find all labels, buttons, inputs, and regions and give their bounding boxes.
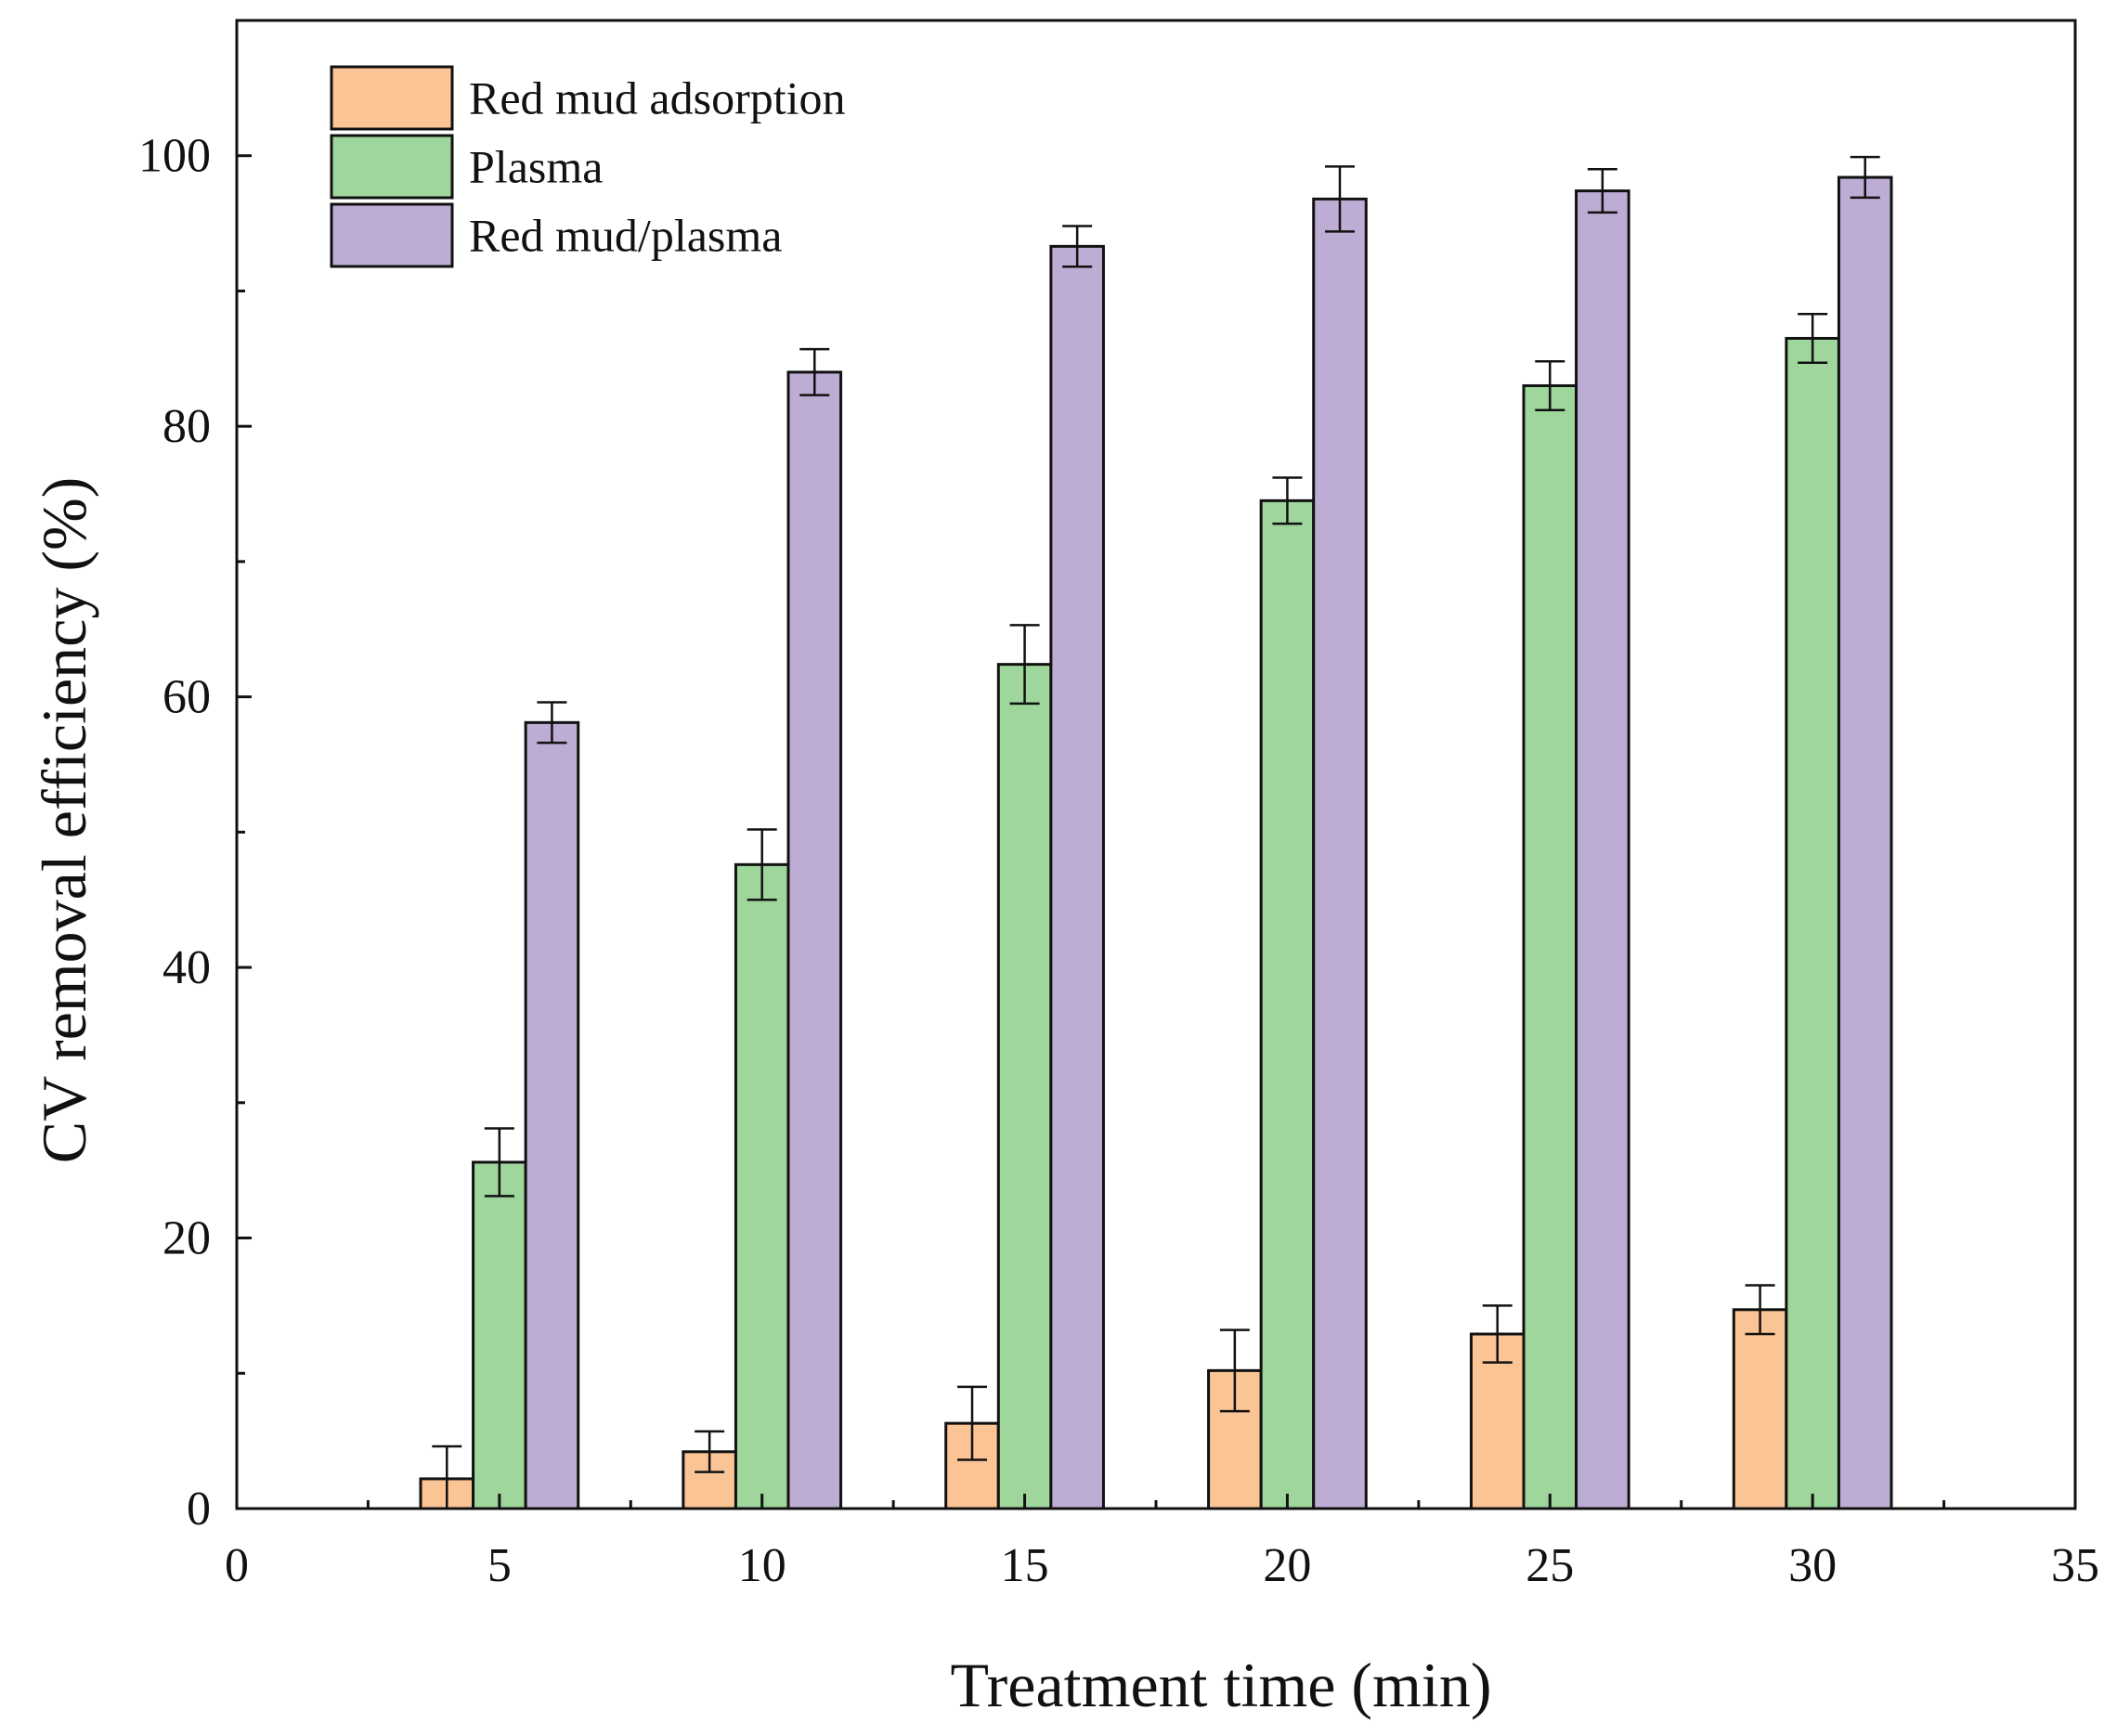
y-tick-label-20: 20 — [162, 1212, 211, 1265]
error-bar-series-0-x-15 — [957, 1385, 987, 1461]
legend-label-0: Red mud adsorption — [469, 72, 846, 124]
error-bar-series-2-x-30 — [1850, 155, 1880, 200]
error-bar-series-0-x-20 — [1219, 1328, 1250, 1413]
legend: Red mud adsorption Plasma Red mud/plasma — [330, 65, 846, 268]
legend-swatch-1 — [330, 134, 454, 200]
error-bars-layer — [432, 155, 1880, 1510]
bar-series-2-x-25 — [1575, 189, 1630, 1510]
bar-series-2-x-30 — [1837, 175, 1893, 1510]
bar-series-2-x-10 — [786, 370, 843, 1510]
y-tick-label-60: 60 — [162, 671, 211, 724]
bar-series-1-x-25 — [1522, 383, 1578, 1510]
error-bar-series-2-x-5 — [537, 701, 567, 745]
y-tick-label-100: 100 — [138, 130, 211, 183]
legend-item-1: Plasma — [330, 134, 603, 200]
bar-series-1-x-20 — [1259, 499, 1316, 1510]
x-tick-label-20: 20 — [1263, 1539, 1311, 1592]
error-bar-series-2-x-10 — [799, 347, 830, 396]
error-bar-series-2-x-20 — [1325, 165, 1355, 233]
error-bar-series-1-x-10 — [747, 828, 777, 901]
y-tick-label-80: 80 — [162, 400, 211, 453]
error-bar-series-1-x-25 — [1535, 359, 1565, 411]
bar-series-0-x-30 — [1732, 1308, 1788, 1510]
bar-series-2-x-20 — [1312, 197, 1368, 1510]
legend-swatch-0 — [330, 65, 454, 131]
error-bar-series-1-x-5 — [484, 1127, 514, 1198]
x-tick-label-35: 35 — [2051, 1539, 2099, 1592]
error-bar-series-2-x-15 — [1062, 225, 1093, 268]
bar-series-2-x-5 — [524, 720, 580, 1510]
error-bar-series-1-x-20 — [1272, 476, 1303, 525]
x-tick-label-15: 15 — [1001, 1539, 1049, 1592]
error-bar-series-0-x-10 — [695, 1430, 725, 1473]
bar-series-1-x-5 — [472, 1160, 527, 1510]
error-bar-series-0-x-30 — [1745, 1284, 1775, 1336]
error-bar-series-2-x-25 — [1587, 168, 1617, 214]
y-tick-label-0: 0 — [187, 1483, 211, 1535]
bar-series-1-x-10 — [734, 862, 790, 1510]
legend-item-2: Red mud/plasma — [330, 202, 782, 268]
x-tick-label-0: 0 — [225, 1539, 249, 1592]
x-axis-title: Treatment time (min) — [951, 1650, 1492, 1720]
error-bar-series-1-x-30 — [1798, 312, 1828, 364]
error-bar-series-0-x-25 — [1482, 1304, 1513, 1364]
legend-swatch-2 — [330, 202, 454, 268]
error-bar-series-1-x-15 — [1009, 624, 1040, 706]
x-tick-label-5: 5 — [487, 1539, 512, 1592]
y-tick-label-40: 40 — [162, 941, 211, 994]
legend-item-0: Red mud adsorption — [330, 65, 846, 131]
bar-series-1-x-15 — [996, 663, 1053, 1510]
y-axis-title: CV removal efficiency (%) — [29, 477, 99, 1164]
bars-layer — [419, 175, 1893, 1510]
x-tick-label-30: 30 — [1788, 1539, 1837, 1592]
x-tick-label-10: 10 — [738, 1539, 786, 1592]
legend-label-1: Plasma — [469, 141, 603, 193]
ticks-layer: 0 5 10 15 20 25 30 35 0 20 40 60 80 100 — [138, 130, 2099, 1592]
x-tick-label-25: 25 — [1526, 1539, 1574, 1592]
legend-label-2: Red mud/plasma — [469, 210, 782, 262]
bar-series-1-x-30 — [1785, 336, 1840, 1510]
bar-series-2-x-15 — [1049, 244, 1105, 1510]
